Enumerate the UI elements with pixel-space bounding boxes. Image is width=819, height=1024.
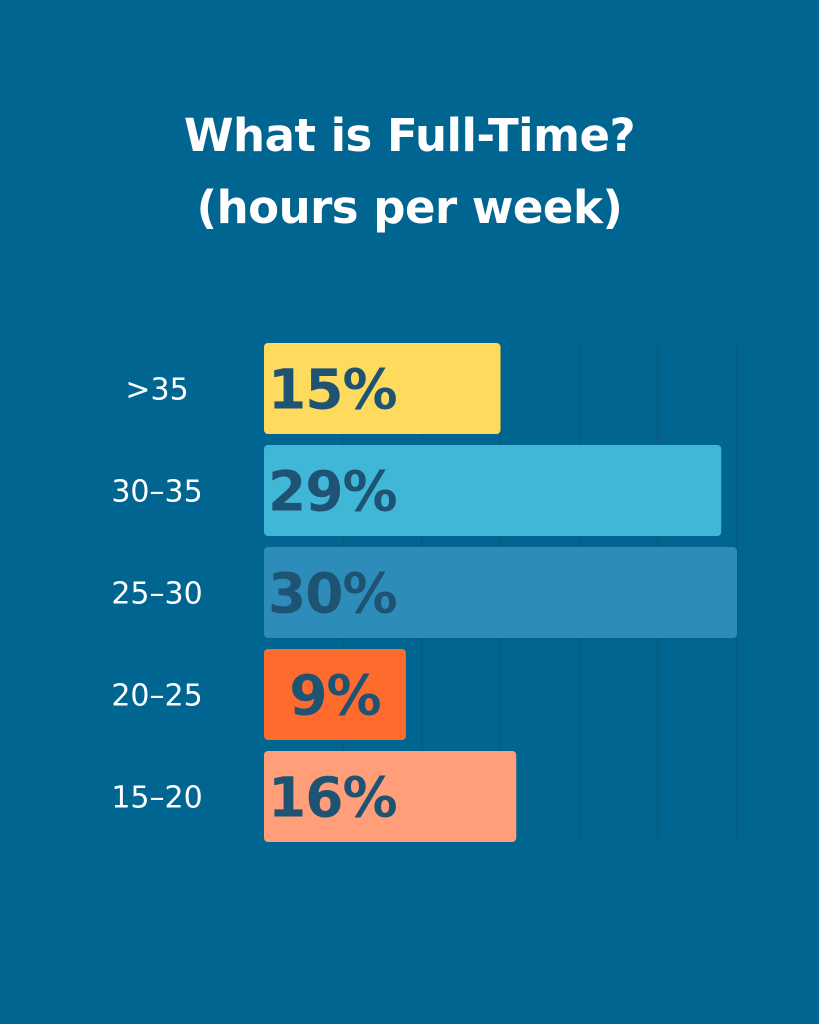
category-label: 15–20	[111, 781, 202, 816]
category-label: 20–25	[111, 679, 202, 714]
value-labels: 15% 29% 30% 9% 16%	[268, 358, 398, 830]
bar	[264, 547, 737, 638]
bar	[264, 343, 501, 434]
value-label: 15%	[268, 358, 397, 422]
bar	[264, 751, 517, 842]
value-label: 29%	[268, 460, 397, 524]
category-label: >35	[125, 373, 188, 408]
chart-title-line-2: (hours per week)	[196, 181, 623, 234]
value-label: 9%	[289, 664, 380, 728]
category-labels: >35 30–35 25–30 20–25 15–20	[111, 373, 202, 816]
chart-title: What is Full-Time? (hours per week)	[0, 100, 819, 244]
bar	[264, 445, 722, 536]
value-label: 16%	[268, 766, 397, 830]
category-label: 30–35	[111, 475, 202, 510]
category-label: 25–30	[111, 577, 202, 612]
value-label: 30%	[268, 562, 397, 626]
chart-title-line-1: What is Full-Time?	[183, 109, 636, 162]
bar	[264, 649, 406, 740]
bars	[264, 343, 737, 842]
